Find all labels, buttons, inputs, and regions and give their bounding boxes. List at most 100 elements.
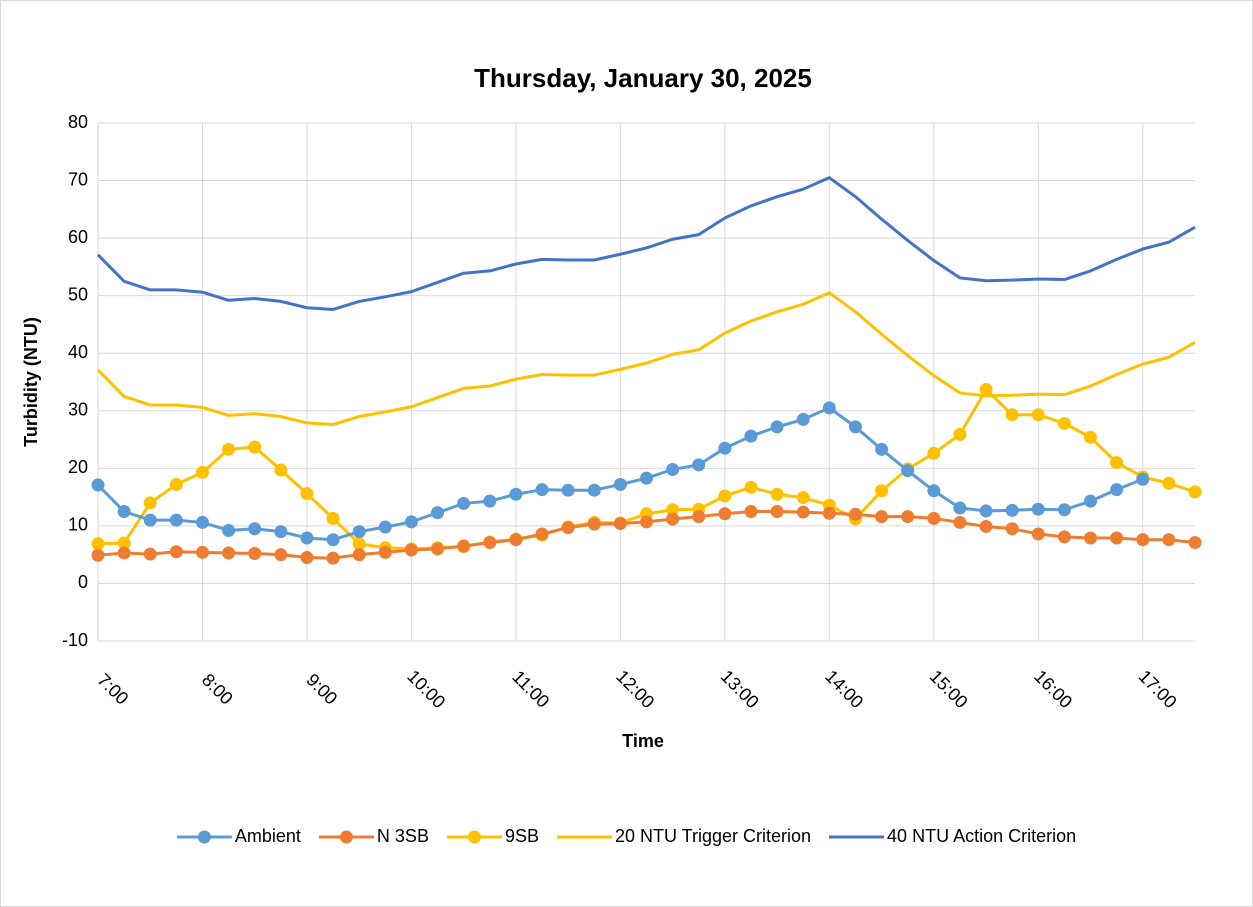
data-point: [143, 547, 157, 561]
data-point: [352, 525, 366, 539]
data-point: [169, 545, 183, 559]
data-point: [666, 512, 680, 526]
data-point: [744, 505, 758, 518]
data-point: [1057, 503, 1071, 517]
data-point: [875, 442, 889, 456]
data-point: [561, 521, 575, 535]
data-point: [1084, 494, 1098, 508]
data-point: [404, 515, 418, 529]
series-line: [96, 291, 1196, 427]
data-point: [666, 462, 680, 476]
data-point: [744, 429, 758, 443]
data-point: [692, 458, 706, 472]
data-point: [770, 505, 784, 518]
data-point: [222, 442, 236, 456]
data-point: [248, 547, 262, 561]
data-point: [483, 536, 497, 550]
data-point: [117, 505, 131, 518]
data-point: [953, 427, 967, 441]
legend-label: 40 NTU Action Criterion: [887, 826, 1076, 846]
data-point: [91, 548, 105, 562]
data-point: [822, 506, 836, 520]
legend-item: 40 NTU Action Criterion: [829, 826, 1076, 846]
data-point: [195, 545, 209, 559]
data-point: [822, 401, 836, 415]
data-point: [300, 531, 314, 545]
data-point: [640, 515, 653, 529]
legend-label: Ambient: [235, 826, 301, 846]
series-line: [96, 176, 1196, 311]
data-point: [1005, 408, 1019, 422]
data-point: [1162, 476, 1176, 490]
data-point: [901, 464, 915, 478]
y-tick-label: 20: [68, 457, 88, 477]
data-point: [848, 507, 862, 521]
data-point: [718, 441, 732, 455]
data-point: [796, 505, 810, 519]
data-point: [587, 517, 601, 531]
data-point: [613, 517, 627, 531]
data-point: [1136, 533, 1150, 547]
data-point: [457, 539, 471, 553]
data-point: [770, 487, 784, 501]
data-point: [91, 478, 105, 492]
data-point: [1110, 456, 1124, 470]
data-point: [1084, 531, 1098, 545]
data-point: [195, 515, 209, 529]
y-tick-label: 0: [78, 572, 88, 592]
legend-marker: [339, 830, 353, 844]
legend-label: N 3SB: [377, 826, 429, 846]
data-point: [352, 537, 366, 551]
data-point: [718, 507, 732, 521]
data-point: [1188, 536, 1202, 550]
y-tick-label: 50: [68, 284, 88, 304]
data-point: [300, 551, 314, 565]
data-point: [509, 487, 523, 501]
data-point: [613, 477, 627, 491]
y-axis-label: Turbidity (NTU): [21, 317, 41, 447]
data-point: [979, 504, 993, 518]
data-point: [535, 527, 549, 541]
data-point: [1057, 416, 1071, 430]
data-point: [222, 546, 236, 560]
data-point: [378, 520, 392, 534]
data-point: [274, 525, 288, 539]
data-point: [195, 465, 209, 479]
data-point: [378, 545, 392, 559]
y-tick-label: 30: [68, 400, 88, 420]
data-point: [169, 513, 183, 527]
data-point: [326, 511, 340, 525]
data-point: [1031, 408, 1045, 422]
data-point: [1005, 522, 1019, 536]
legend-item: 20 NTU Trigger Criterion: [556, 826, 811, 846]
data-point: [561, 483, 575, 497]
data-point: [666, 503, 680, 517]
data-point: [509, 533, 523, 547]
data-point: [692, 510, 706, 524]
data-point: [1084, 430, 1098, 444]
legend: Ambient N 3SB 9SB 20 NTU Trigger Criterion 4…: [176, 826, 1076, 846]
legend-item: 9SB: [446, 826, 539, 846]
data-point: [1031, 527, 1045, 541]
data-point: [248, 522, 262, 536]
chart-title: Thursday, January 30, 2025: [474, 63, 812, 93]
data-point: [587, 483, 601, 497]
legend-marker: [467, 830, 481, 844]
data-point: [744, 480, 758, 494]
data-point: [953, 515, 967, 529]
legend-label: 20 NTU Trigger Criterion: [615, 826, 811, 846]
data-point: [927, 446, 941, 460]
data-point: [979, 519, 993, 533]
data-point: [1110, 531, 1124, 545]
legend-label: 9SB: [505, 826, 539, 846]
data-point: [1136, 472, 1150, 486]
data-point: [1110, 483, 1124, 497]
data-point: [274, 548, 288, 562]
data-point: [796, 491, 810, 505]
data-point: [248, 440, 262, 454]
data-point: [117, 546, 131, 560]
data-point: [222, 523, 236, 537]
data-point: [143, 496, 157, 510]
